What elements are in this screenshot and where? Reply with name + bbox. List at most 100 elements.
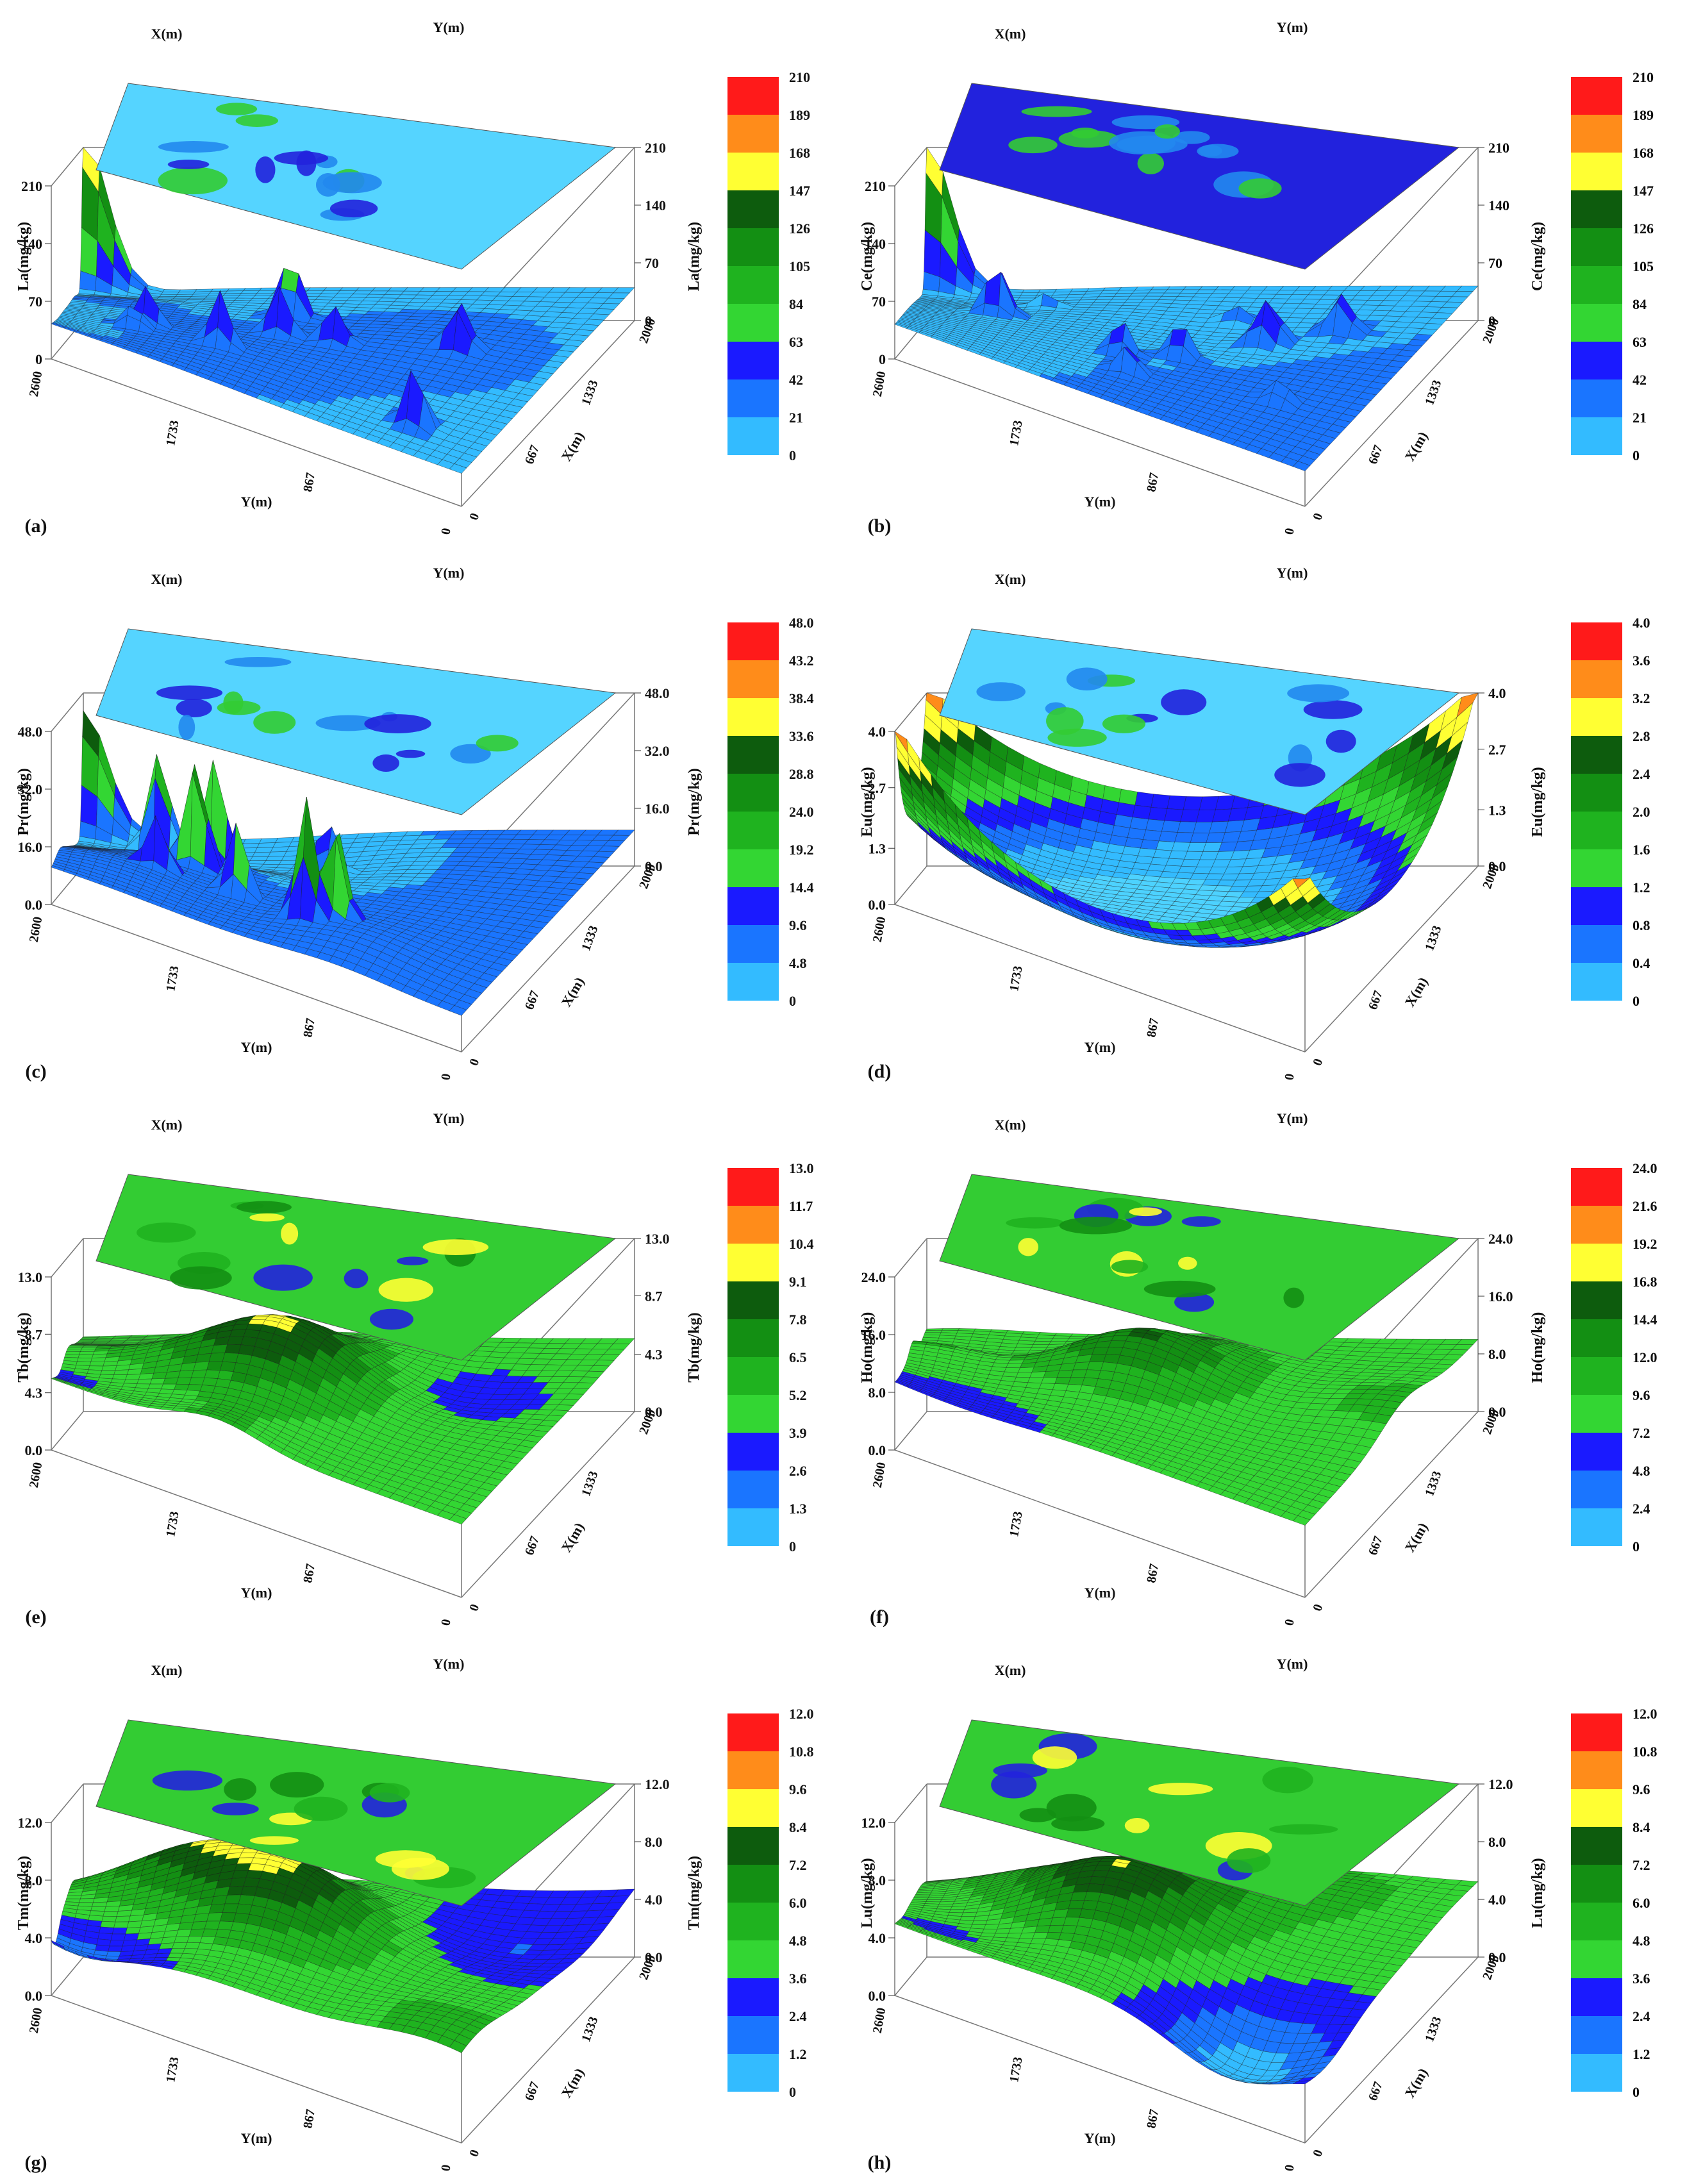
chart-panel: 0.0 16.0 32.0 48.0 Pr(mg/kg) 0.0 16.0 32.0 48.0 P… xyxy=(0,546,844,1091)
legend-swatch xyxy=(727,190,779,228)
x-tick-label: 667 xyxy=(1366,1534,1386,1557)
surface-plot: 0.0 4.0 8.0 12.0 Lu(mg/kg) 0.0 4.0 8.0 12.0 Lu(mg… xyxy=(859,1656,1658,2173)
contour-plane xyxy=(96,1719,617,1906)
y-axis-title-top: Y(m) xyxy=(433,565,465,581)
z-tick-label: 16.0 xyxy=(861,1327,886,1343)
y-axis: 2600 1733 867 0 Y(m) xyxy=(27,2006,454,2172)
legend-level-label: 0.8 xyxy=(1633,917,1650,933)
legend-swatch xyxy=(1571,698,1622,736)
legend-level-label: 24.0 xyxy=(789,804,814,820)
z-tick-label: 4.0 xyxy=(868,724,886,740)
legend-level-label: 3.6 xyxy=(1633,653,1650,669)
z-axis-left: 0.0 4.0 8.0 12.0 Lu(mg/kg) xyxy=(859,1815,895,2004)
x-axis-title: X(m) xyxy=(558,974,587,1010)
legend-swatch xyxy=(1571,190,1622,228)
y-tick-label: 1733 xyxy=(1007,419,1026,447)
z-axis-title-right: Eu(mg/kg) xyxy=(1529,767,1546,837)
legend-swatch xyxy=(727,660,779,698)
legend-swatch xyxy=(727,1508,779,1546)
z-axis-right: 0.0 8.0 16.0 24.0 Ho(mg/kg) xyxy=(1478,1231,1546,1420)
legend-level-label: 168 xyxy=(1633,145,1654,161)
x-axis-title: X(m) xyxy=(558,1520,587,1555)
y-tick-label: 0 xyxy=(1282,2163,1297,2172)
legend-swatch xyxy=(727,1827,779,1865)
legend-swatch xyxy=(1571,304,1622,342)
x-tick-label: 667 xyxy=(1366,443,1386,466)
legend-swatch xyxy=(1571,736,1622,774)
y-tick-label: 0 xyxy=(438,1618,453,1627)
z-axis-title: Tm(mg/kg) xyxy=(15,1856,32,1930)
z-tick-label: 0.0 xyxy=(868,1442,886,1458)
x-axis-title-top: X(m) xyxy=(151,571,183,587)
x-axis-title-top: X(m) xyxy=(995,1117,1026,1133)
z-tick-label: 8.0 xyxy=(868,1385,886,1401)
legend-swatch xyxy=(1571,1789,1622,1827)
chart-panel: 0 70 140 210 Ce(mg/kg) 0 70 140 210 Ce(mg/kg) 2600… xyxy=(844,0,1687,546)
y-axis-title-top: Y(m) xyxy=(433,1656,465,1672)
y-tick-label: 2600 xyxy=(870,2006,889,2034)
y-tick-label: 2600 xyxy=(870,1461,889,1488)
z-tick-label-right: 8.0 xyxy=(1488,1834,1506,1850)
x-tick-label: 0 xyxy=(467,2147,482,2158)
legend-swatch xyxy=(1571,1827,1622,1865)
y-axis-title-top: Y(m) xyxy=(1277,565,1308,581)
panel-label: (e) xyxy=(25,1606,46,1628)
x-axis-title-top: X(m) xyxy=(995,1662,1026,1678)
y-tick-label: 2600 xyxy=(27,2006,46,2034)
legend-swatch xyxy=(727,812,779,849)
panel-label: (c) xyxy=(25,1061,46,1082)
legend-swatch xyxy=(727,887,779,925)
x-tick-label: 1333 xyxy=(579,1469,601,1498)
legend-swatch xyxy=(727,849,779,887)
y-tick-label: 0 xyxy=(438,1072,453,1081)
z-tick-label: 0 xyxy=(35,351,42,367)
y-tick-label: 1733 xyxy=(1007,2056,1026,2083)
chart-panel: 0.0 4.0 8.0 12.0 Tm(mg/kg) 0.0 4.0 8.0 12.0 Tm(mg… xyxy=(0,1637,844,2182)
surface-plot: 0.0 4.3 8.7 13.0 Tb(mg/kg) 0.0 4.3 8.7 13.0 Tb(mg… xyxy=(15,1110,814,1628)
y-axis-title: Y(m) xyxy=(1084,494,1116,510)
legend-level-label: 42 xyxy=(1633,372,1647,388)
legend-level-label: 3.2 xyxy=(1633,690,1650,706)
legend-level-label: 9.6 xyxy=(1633,1781,1650,1797)
y-tick-label: 867 xyxy=(301,1563,318,1584)
z-tick-label-right: 70 xyxy=(645,255,659,271)
z-tick-label-right: 0 xyxy=(645,313,652,329)
z-tick-label: 24.0 xyxy=(861,1269,886,1285)
surface-plot: 0.0 16.0 32.0 48.0 Pr(mg/kg) 0.0 16.0 32.0 48.0 P… xyxy=(15,565,814,1082)
z-tick-label: 140 xyxy=(865,236,886,252)
x-tick-label: 1333 xyxy=(1422,1469,1444,1498)
legend-level-label: 43.2 xyxy=(789,653,814,669)
legend-swatch xyxy=(727,379,779,417)
legend-level-label: 9.6 xyxy=(789,1781,807,1797)
legend-level-label: 2.6 xyxy=(789,1463,807,1479)
legend-level-label: 11.7 xyxy=(789,1198,813,1214)
legend-swatch xyxy=(727,1206,779,1244)
y-axis-title: Y(m) xyxy=(241,1039,272,1055)
legend-swatch xyxy=(1571,1244,1622,1281)
legend-swatch xyxy=(727,1281,779,1319)
legend-swatch xyxy=(1571,228,1622,266)
z-tick-label: 48.0 xyxy=(18,724,43,740)
legend-level-label: 7.2 xyxy=(1633,1857,1650,1873)
legend-level-label: 0 xyxy=(789,447,796,463)
legend-level-label: 7.8 xyxy=(789,1312,807,1328)
x-tick-label: 1333 xyxy=(579,378,601,407)
legend-level-label: 0 xyxy=(789,993,796,1009)
y-axis-title-top: Y(m) xyxy=(1277,1656,1308,1672)
panel-label: (f) xyxy=(870,1606,889,1628)
x-axis-title: X(m) xyxy=(1401,1520,1431,1555)
color-legend: 4.0 3.6 3.2 2.8 2.4 2.0 1.6 1.2 0.8 0.4 0 xyxy=(1571,615,1650,1009)
z-axis-left: 0 70 140 210 Ce(mg/kg) xyxy=(859,178,895,367)
z-tick-label-right: 0.0 xyxy=(1488,1404,1506,1420)
legend-level-label: 3.9 xyxy=(789,1425,807,1441)
legend-level-label: 126 xyxy=(1633,221,1654,237)
z-axis-right: 0.0 1.3 2.7 4.0 Eu(mg/kg) xyxy=(1478,685,1546,874)
z-tick-label-right: 16.0 xyxy=(1488,1288,1513,1305)
x-axis-title-top: X(m) xyxy=(151,26,183,42)
legend-level-label: 42 xyxy=(789,372,803,388)
legend-level-label: 7.2 xyxy=(789,1857,807,1873)
surface-plot: 070140210La(mg/kg)070140210La(mg/kg)2600… xyxy=(15,19,810,537)
x-tick-label: 667 xyxy=(522,1534,542,1557)
x-tick-label: 667 xyxy=(522,2080,542,2103)
contour-plane xyxy=(939,83,1460,270)
